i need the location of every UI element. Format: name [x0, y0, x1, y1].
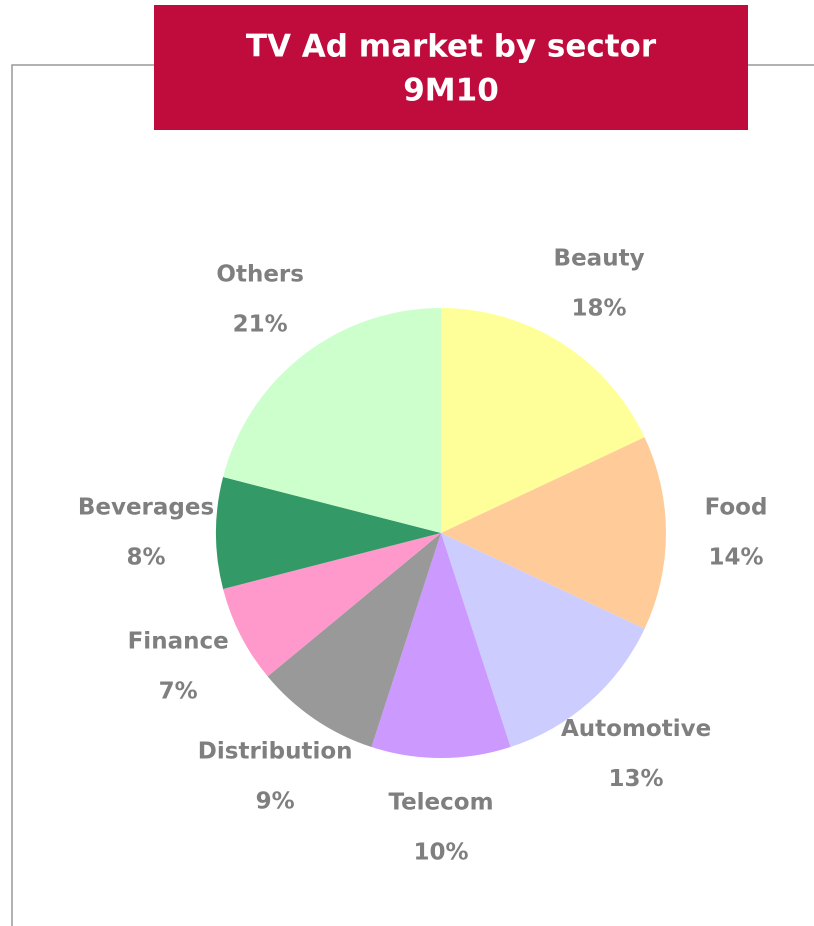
value-label: 18%: [572, 295, 627, 321]
slice-label: Beauty: [554, 245, 645, 271]
pie-slice: [223, 308, 441, 533]
slice-label: Finance: [128, 628, 229, 654]
slice-label: Beverages: [78, 495, 214, 521]
pie-slice: [441, 533, 645, 747]
pie-slice: [441, 308, 645, 533]
pie-slice: [216, 477, 441, 589]
value-label: 13%: [609, 766, 664, 792]
value-label: 9%: [256, 788, 295, 814]
pie-slice: [371, 533, 511, 759]
slice-label: Others: [216, 261, 304, 287]
pie-slice: [267, 533, 441, 747]
slice-label: Automotive: [561, 716, 711, 742]
value-label: 8%: [126, 545, 165, 571]
chart-title: TV Ad market by sector: [246, 29, 657, 65]
value-label: 14%: [708, 545, 763, 571]
title-box: [154, 5, 748, 130]
chart-subtitle: 9M10: [403, 73, 499, 109]
value-label: 21%: [233, 311, 288, 337]
slice-label: Food: [705, 495, 768, 521]
pie-slice: [441, 437, 666, 629]
slice-label: Distribution: [198, 738, 353, 764]
frame: [11, 64, 814, 926]
value-label: 10%: [413, 840, 468, 866]
pie-slice: [223, 533, 441, 677]
value-label: 7%: [159, 678, 198, 704]
slice-label: Telecom: [388, 790, 493, 816]
